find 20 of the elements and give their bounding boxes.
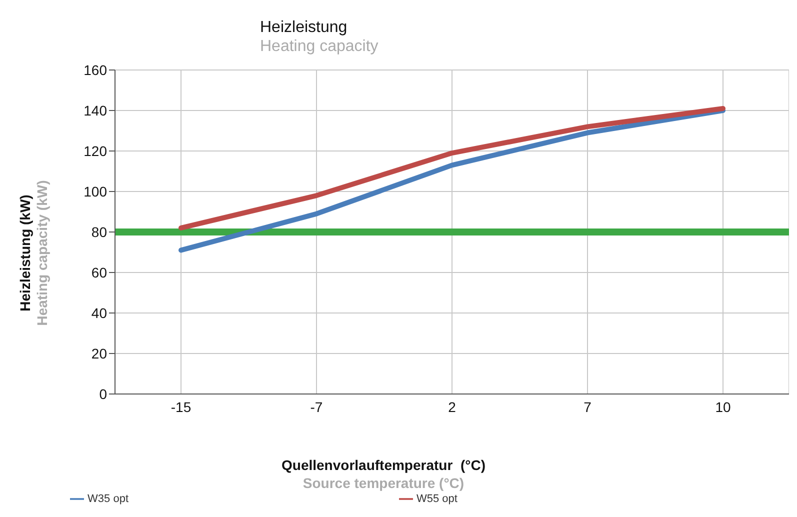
x-tick-label: 7 bbox=[584, 398, 592, 415]
y-tick-label: 80 bbox=[91, 224, 108, 240]
chart-title: Heizleistung bbox=[260, 18, 348, 37]
legend-label: W35 opt bbox=[88, 492, 128, 505]
y-tick-label: 120 bbox=[84, 142, 108, 159]
y-axis-title: Heizleistung (kW) Heating capacity (kW) bbox=[17, 180, 51, 326]
chart-subtitle: Heating capacity bbox=[260, 37, 378, 56]
y-tick-label: 0 bbox=[99, 386, 108, 402]
y-tick-label: 100 bbox=[84, 183, 108, 200]
y-tick-label: 40 bbox=[91, 304, 108, 321]
y-tick-label: 160 bbox=[84, 62, 108, 78]
x-tick-label: 10 bbox=[715, 398, 731, 415]
y-tick-label: 20 bbox=[91, 345, 108, 362]
legend-label: W55 opt bbox=[416, 492, 458, 505]
x-axis-title: Quellenvorlauftemperatur (°C) Source temperature (°C) bbox=[282, 456, 486, 492]
x-tick-label: -15 bbox=[170, 398, 192, 415]
y-tick-label: 60 bbox=[91, 264, 108, 280]
x-tick-label: 2 bbox=[448, 398, 456, 415]
y-tick-label: 140 bbox=[84, 102, 108, 118]
x-tick-label: -7 bbox=[310, 398, 323, 415]
